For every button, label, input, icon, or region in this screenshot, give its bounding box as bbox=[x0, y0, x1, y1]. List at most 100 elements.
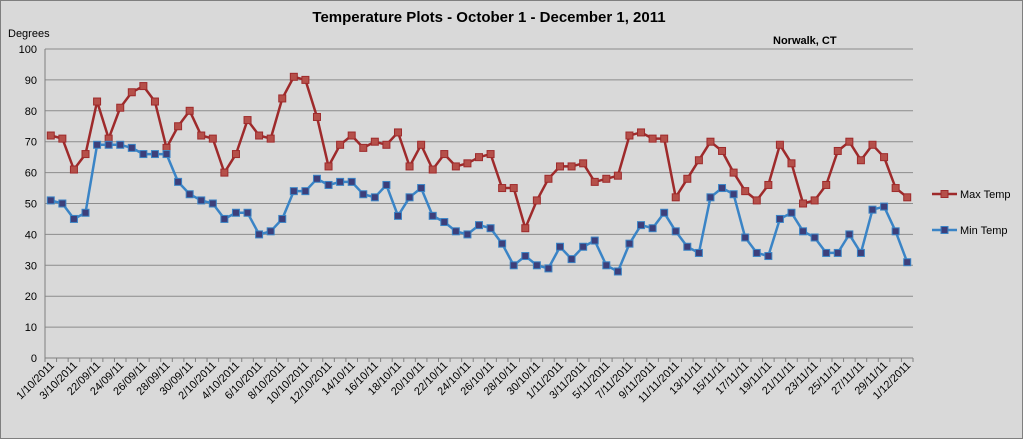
data-point bbox=[370, 137, 379, 146]
data-point bbox=[266, 134, 275, 143]
data-point bbox=[602, 174, 611, 183]
data-point bbox=[567, 162, 576, 171]
data-point bbox=[856, 156, 865, 165]
data-point bbox=[208, 134, 217, 143]
data-point bbox=[220, 168, 229, 177]
data-point bbox=[93, 140, 102, 149]
data-point bbox=[405, 193, 414, 202]
data-point bbox=[46, 196, 55, 205]
data-point bbox=[868, 140, 877, 149]
y-tick-label: 20 bbox=[25, 291, 37, 303]
data-point bbox=[891, 227, 900, 236]
data-point bbox=[428, 211, 437, 220]
legend: Max Temp Min Temp bbox=[932, 189, 1011, 237]
data-point bbox=[289, 187, 298, 196]
data-point bbox=[255, 230, 264, 239]
data-point bbox=[729, 168, 738, 177]
y-tick-label: 90 bbox=[25, 75, 37, 87]
data-point bbox=[463, 230, 472, 239]
data-point bbox=[683, 174, 692, 183]
y-tick-label: 80 bbox=[25, 106, 37, 118]
data-point bbox=[93, 97, 102, 106]
data-point bbox=[127, 88, 136, 97]
data-point bbox=[405, 162, 414, 171]
data-point bbox=[891, 184, 900, 193]
data-point bbox=[359, 143, 368, 152]
data-point bbox=[370, 193, 379, 202]
data-point bbox=[255, 131, 264, 140]
data-point bbox=[637, 128, 646, 137]
data-point bbox=[58, 134, 67, 143]
data-point bbox=[393, 211, 402, 220]
data-point bbox=[729, 190, 738, 199]
data-point bbox=[220, 214, 229, 223]
y-tick-label: 10 bbox=[25, 322, 37, 334]
data-point bbox=[208, 199, 217, 208]
data-point bbox=[602, 261, 611, 270]
data-point bbox=[613, 171, 622, 180]
data-point bbox=[833, 248, 842, 257]
data-point bbox=[498, 184, 507, 193]
data-point bbox=[116, 103, 125, 112]
data-point bbox=[243, 208, 252, 217]
data-point bbox=[231, 208, 240, 217]
data-point bbox=[625, 131, 634, 140]
data-point bbox=[556, 162, 565, 171]
data-point bbox=[532, 261, 541, 270]
data-point bbox=[69, 214, 78, 223]
data-point bbox=[764, 252, 773, 261]
legend-marker bbox=[940, 190, 949, 198]
data-point bbox=[532, 196, 541, 205]
data-point bbox=[509, 261, 518, 270]
data-point bbox=[266, 227, 275, 236]
data-point bbox=[706, 193, 715, 202]
data-point bbox=[648, 224, 657, 233]
data-point bbox=[301, 187, 310, 196]
y-tick-label: 30 bbox=[25, 260, 37, 272]
data-point bbox=[243, 116, 252, 125]
data-point bbox=[544, 264, 553, 273]
data-point bbox=[880, 202, 889, 211]
data-point bbox=[347, 177, 356, 186]
data-point bbox=[46, 131, 55, 140]
data-point bbox=[694, 248, 703, 257]
data-point bbox=[498, 239, 507, 248]
data-point bbox=[440, 150, 449, 159]
data-point bbox=[903, 258, 912, 267]
data-point bbox=[833, 146, 842, 155]
data-point bbox=[428, 165, 437, 174]
data-point bbox=[301, 75, 310, 84]
data-point bbox=[185, 106, 194, 115]
y-axis-title: Degrees bbox=[8, 28, 50, 40]
legend-label: Min Temp bbox=[960, 225, 1007, 237]
data-point bbox=[613, 267, 622, 276]
data-point bbox=[521, 252, 530, 261]
data-point bbox=[174, 177, 183, 186]
data-point bbox=[278, 214, 287, 223]
data-point bbox=[359, 190, 368, 199]
data-point bbox=[104, 140, 113, 149]
data-point bbox=[822, 180, 831, 189]
data-point bbox=[486, 224, 495, 233]
data-point bbox=[382, 180, 391, 189]
data-point bbox=[174, 122, 183, 131]
data-point bbox=[718, 146, 727, 155]
data-point bbox=[590, 236, 599, 245]
series-line-0 bbox=[50, 75, 908, 230]
legend-label: Max Temp bbox=[960, 189, 1011, 201]
y-tick-label: 70 bbox=[25, 137, 37, 149]
data-point bbox=[347, 131, 356, 140]
data-point bbox=[671, 193, 680, 202]
data-point bbox=[741, 187, 750, 196]
data-point bbox=[741, 233, 750, 242]
y-tick-label: 100 bbox=[19, 44, 37, 56]
data-point bbox=[81, 208, 90, 217]
data-point bbox=[799, 227, 808, 236]
data-point bbox=[706, 137, 715, 146]
data-point bbox=[903, 193, 912, 202]
data-point bbox=[810, 196, 819, 205]
data-point bbox=[197, 131, 206, 140]
data-point bbox=[451, 162, 460, 171]
